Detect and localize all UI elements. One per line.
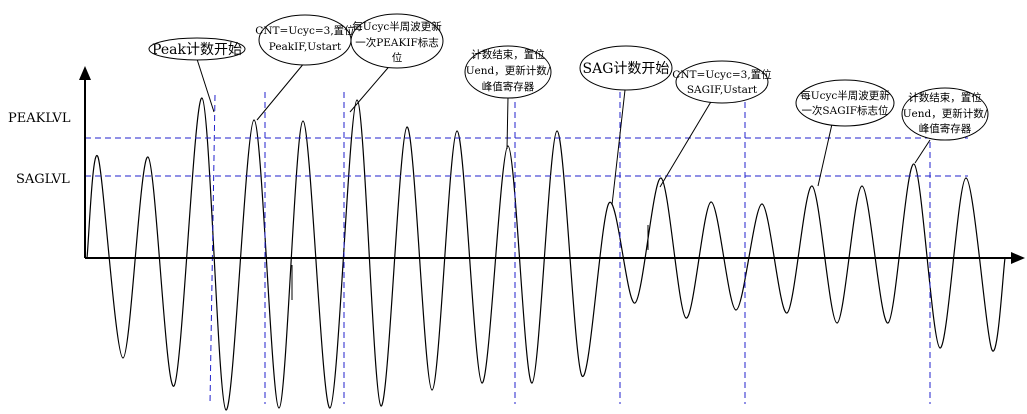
- saglvl-label: SAGLVL: [16, 172, 70, 187]
- callout-sag-flag: 每Ucyc半周波更新 一次SAGIF标志位: [795, 79, 895, 127]
- svg-text:峰值寄存器: 峰值寄存器: [482, 80, 535, 93]
- svg-text:Peak计数开始: Peak计数开始: [152, 42, 242, 58]
- callout-peak-end: 计数结束，置位 Uend，更新计数/ 峰值寄存器: [464, 45, 552, 99]
- callout-peak-start: Peak计数开始: [148, 37, 246, 61]
- leader-peak-end: [506, 96, 509, 150]
- leader-lines: [195, 55, 931, 206]
- leader-peak-start: [195, 55, 215, 113]
- x-axis-arrow: [1011, 252, 1025, 264]
- leader-peak-flag: [349, 61, 394, 113]
- svg-text:每Ucyc半周波更新: 每Ucyc半周波更新: [800, 89, 890, 102]
- svg-text:一次SAGIF标志位: 一次SAGIF标志位: [801, 104, 889, 117]
- callout-peak-set: CNT=Ucyc=3,置位 PeakIF,Ustart: [255, 14, 355, 66]
- svg-text:CNT=Ucyc=3,置位: CNT=Ucyc=3,置位: [255, 24, 355, 37]
- callout-peak-flag: 每Ucyc半周波更新 一次PEAKIF标志 位: [350, 13, 444, 69]
- svg-text:Uend，更新计数/: Uend，更新计数/: [903, 107, 988, 120]
- svg-text:一次PEAKIF标志: 一次PEAKIF标志: [355, 36, 439, 49]
- svg-text:位: 位: [392, 51, 403, 64]
- svg-text:PeakIF,Ustart: PeakIF,Ustart: [269, 41, 342, 53]
- voltage-waveform: [86, 97, 1006, 411]
- leader-peak-set: [256, 61, 306, 121]
- marker-peak-start: [209, 94, 216, 405]
- svg-text:Uend，更新计数/: Uend，更新计数/: [466, 64, 551, 77]
- svg-text:计数结束，置位: 计数结束，置位: [471, 48, 545, 61]
- y-axis-arrow: [79, 66, 91, 80]
- leader-sag-flag: [817, 123, 833, 187]
- axes: [84, 75, 1015, 259]
- svg-text:计数结束，置位: 计数结束，置位: [908, 91, 982, 104]
- svg-text:SAG计数开始: SAG计数开始: [583, 61, 670, 77]
- svg-text:峰值寄存器: 峰值寄存器: [919, 122, 972, 135]
- leader-sag-end: [914, 139, 931, 164]
- callout-sag-set: CNT=Ucyc=3,置位 SAGIF,Ustart: [672, 60, 772, 104]
- leader-sag-set: [659, 99, 713, 188]
- svg-text:CNT=Ucyc=3,置位: CNT=Ucyc=3,置位: [672, 68, 772, 81]
- peaklvl-label: PEAKLVL: [8, 111, 71, 126]
- callout-sag-start: SAG计数开始: [579, 45, 673, 91]
- callout-sag-end: 计数结束，置位 Uend，更新计数/ 峰值寄存器: [901, 87, 989, 141]
- svg-text:SAGIF,Ustart: SAGIF,Ustart: [687, 84, 758, 96]
- svg-text:每Ucyc半周波更新: 每Ucyc半周波更新: [352, 20, 442, 33]
- cycle-markers: [209, 92, 931, 405]
- leader-sag-start: [611, 89, 626, 206]
